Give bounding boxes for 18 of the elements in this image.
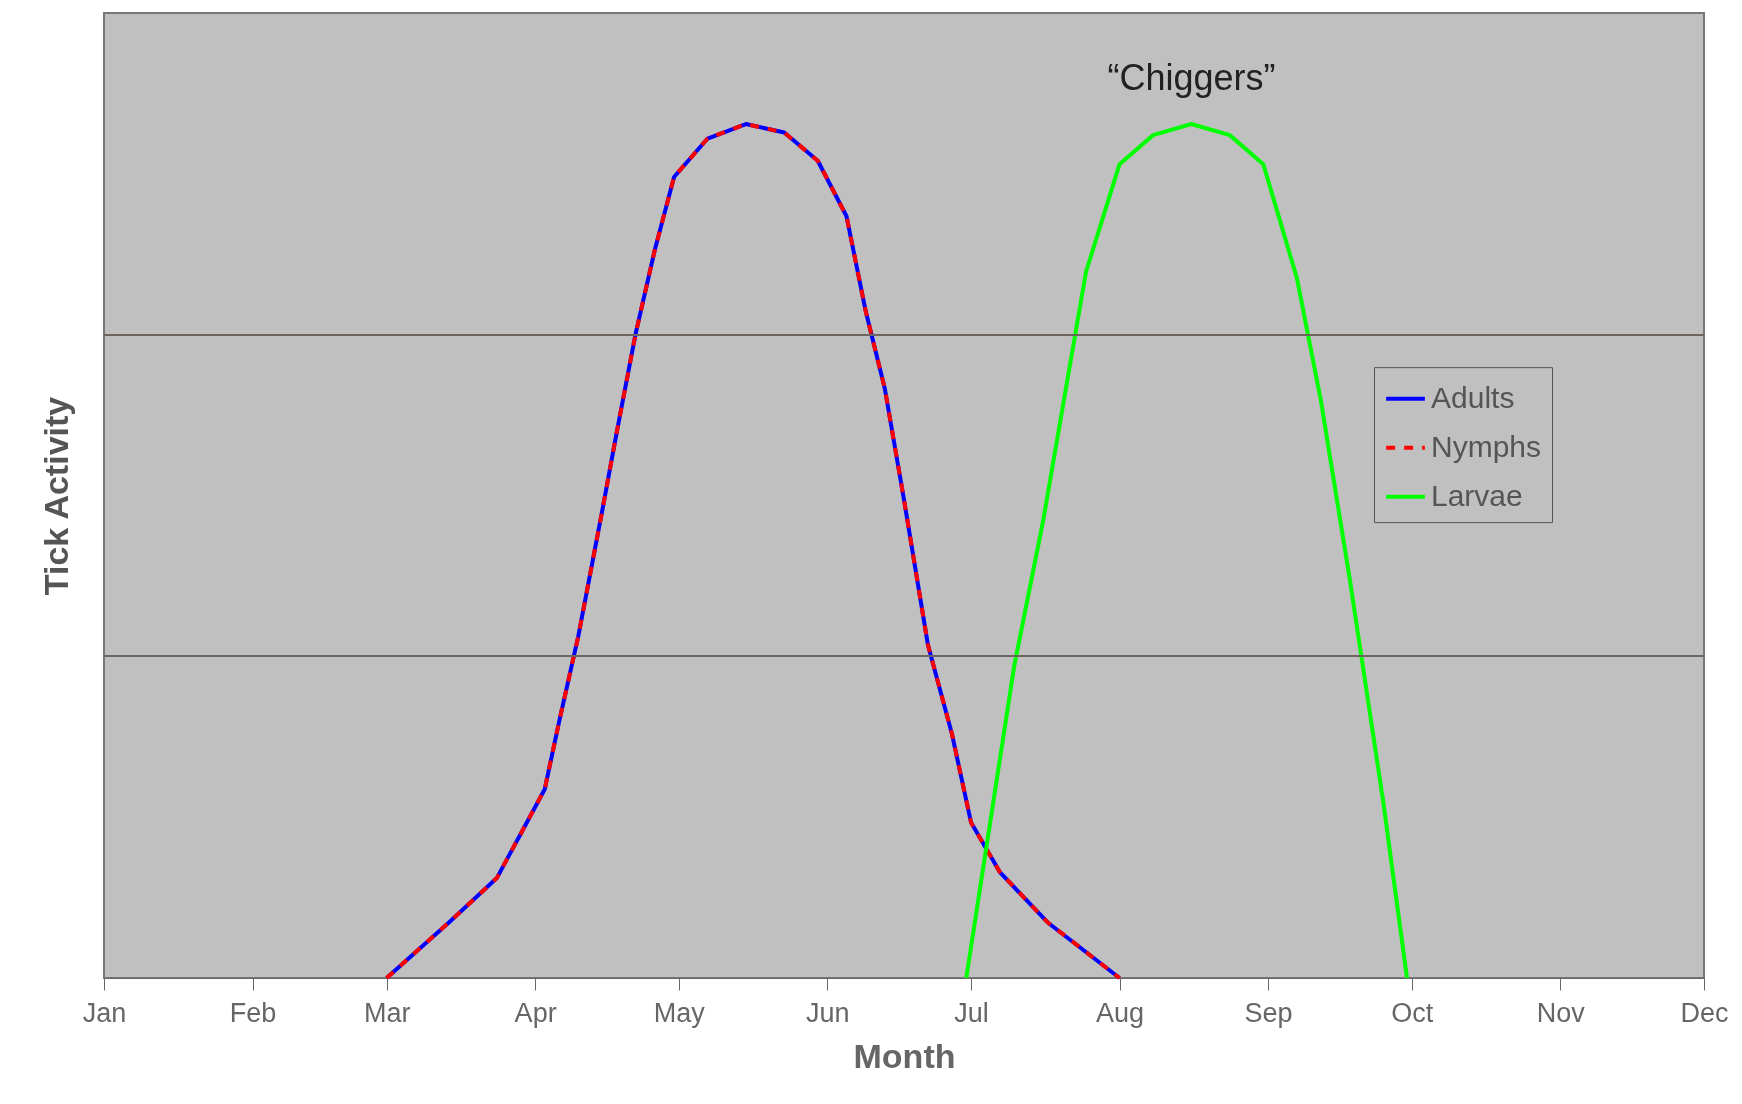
x-tick-label: Feb bbox=[229, 997, 277, 1028]
x-tick-label: Oct bbox=[1391, 997, 1434, 1028]
x-tick-label: Jul bbox=[954, 997, 989, 1028]
legend-label: Nymphs bbox=[1431, 429, 1542, 463]
y-axis-title: Tick Activity bbox=[36, 396, 75, 596]
x-tick-label: Mar bbox=[363, 997, 411, 1028]
legend-label: Larvae bbox=[1431, 478, 1523, 512]
x-tick-label: Apr bbox=[514, 997, 557, 1028]
x-tick-label: May bbox=[653, 997, 706, 1028]
annotation: “Chiggers” bbox=[1107, 57, 1276, 99]
x-tick-label: Aug bbox=[1096, 997, 1145, 1028]
x-tick-label: Jun bbox=[806, 997, 850, 1028]
legend-label: Adults bbox=[1431, 380, 1515, 414]
x-tick-label: Sep bbox=[1244, 997, 1293, 1028]
x-axis-title: Month bbox=[853, 1036, 956, 1075]
x-tick-label: Dec bbox=[1680, 997, 1729, 1028]
x-tick-label: Nov bbox=[1536, 997, 1586, 1028]
x-tick-label: Jan bbox=[82, 997, 127, 1028]
